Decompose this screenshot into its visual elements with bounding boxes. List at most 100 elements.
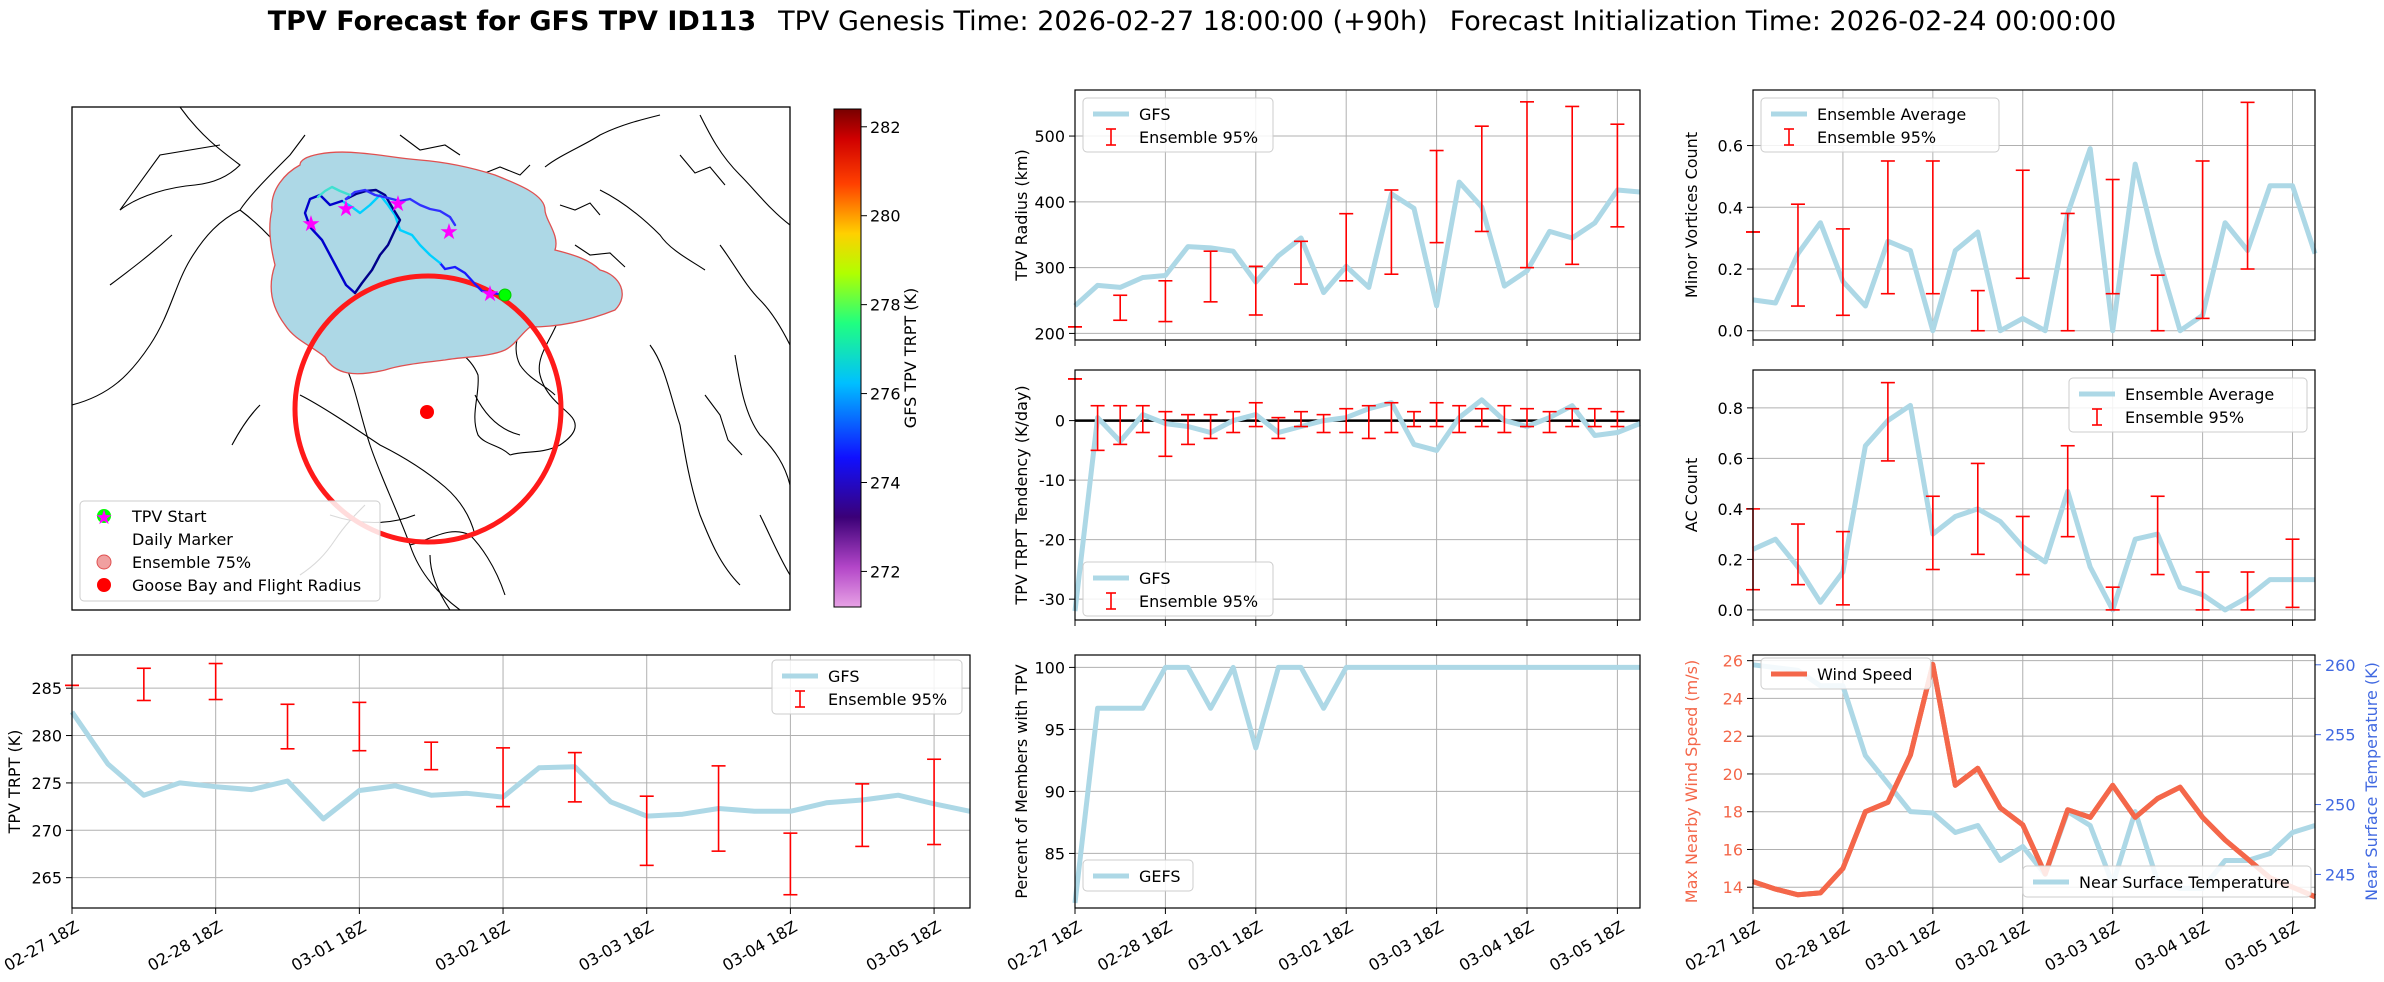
legend-box — [771, 659, 963, 715]
y-tick-label: 280 — [31, 727, 62, 746]
tpv-track — [303, 185, 507, 297]
legend-box — [1082, 859, 1194, 892]
legend-label: GFS — [828, 667, 859, 686]
wind-temperature-chart: 245 250 255 260 Near Surface Temperature (K)… — [1682, 652, 2381, 975]
y-tick-label: 18 — [1723, 803, 1743, 822]
colorbar-tick-label: 282 — [870, 118, 901, 137]
y-tick-label: 0.0 — [1718, 601, 1743, 620]
errorbars — [1068, 378, 1625, 458]
y-tick-right-label: 255 — [2325, 726, 2356, 745]
y-tick-right-label: 250 — [2325, 796, 2356, 815]
x-tick-label: 03-01 18Z — [288, 917, 369, 975]
y-tick-label: 95 — [1045, 720, 1065, 739]
y-tick-label: 400 — [1034, 193, 1065, 212]
x-tick-label: 02-27 18Z — [1682, 917, 1763, 975]
legend-label: Ensemble 95% — [828, 690, 947, 709]
y-tick-label: 26 — [1723, 652, 1743, 671]
figure-title-genesis: TPV Genesis Time: 2026-02-27 18:00:00 (+… — [778, 6, 1428, 37]
y-tick-label: 24 — [1723, 689, 1743, 708]
goose-bay-marker — [420, 405, 434, 419]
figure-title-init: Forecast Initialization Time: 2026-02-24… — [1449, 6, 2117, 37]
legend-tpv-start: TPV Start — [131, 507, 207, 526]
y-tick-label: 285 — [31, 679, 62, 698]
y-tick-label: 90 — [1045, 782, 1065, 801]
x-tick-label: 02-28 18Z — [1772, 917, 1853, 975]
series-line-wind-speed — [1752, 661, 2316, 900]
figure-title-bold: TPV Forecast for GFS TPV ID113 — [267, 6, 757, 37]
x-tick-label: 02-27 18Z — [1, 917, 82, 975]
series-line-surface-temperature — [1752, 662, 2316, 891]
colorbar-label: GFS TPV TRPT (K) — [901, 288, 920, 428]
legend-label: GFS — [1139, 569, 1170, 588]
series-line-gefs — [1072, 664, 1640, 904]
colorbar-ticks: 272 274 276 278 280 282 — [861, 118, 901, 581]
legend: Wind Speed — [1760, 657, 1932, 690]
y-tick-label: -30 — [1039, 590, 1065, 609]
x-tick-label: 03-01 18Z — [1185, 917, 1266, 975]
legend-start-icon — [97, 509, 111, 523]
x-tick-label: 02-28 18Z — [144, 917, 225, 975]
y-tick-label: 265 — [31, 869, 62, 888]
x-tick-label: 02-28 18Z — [1094, 917, 1175, 975]
x-tick-label: 02-27 18Z — [1004, 917, 1085, 975]
colorbar: 272 274 276 278 280 282 GFS TPV TRPT (K) — [833, 108, 920, 608]
y-tick-label: 270 — [31, 821, 62, 840]
legend-box — [2022, 865, 2312, 898]
series-line-ensemble-average — [1751, 402, 2315, 613]
axes-frame — [1752, 654, 2316, 909]
y-tick-label: 275 — [31, 774, 62, 793]
axes-frame — [1074, 369, 1641, 621]
legend: Near Surface Temperature — [2022, 865, 2312, 898]
y-axis-label: Minor Vortices Count — [1682, 132, 1701, 298]
legend-box — [2068, 377, 2308, 433]
y-tick-label: 0.4 — [1718, 500, 1743, 519]
y-tick-label: 20 — [1723, 765, 1743, 784]
colorbar-tick-label: 278 — [870, 296, 901, 315]
y-tick-label: 0.2 — [1718, 550, 1743, 569]
minor-vortices-chart: 0.0 0.2 0.4 0.6 Minor Vortices Count Ensemble… — [1682, 89, 2318, 346]
x-tick-label: 03-03 18Z — [1365, 917, 1446, 975]
figure-title: TPV Forecast for GFS TPV ID113 TPV Genesi… — [0, 6, 2384, 37]
y-tick-label: 500 — [1034, 127, 1065, 146]
x-tick-label: 03-02 18Z — [1951, 917, 2032, 975]
y-tick-right-label: 245 — [2325, 865, 2356, 884]
y-tick-label: 0 — [1055, 412, 1065, 431]
goose-bay-flight-radius — [292, 273, 564, 545]
legend-box — [1760, 657, 1932, 690]
y-tick-label: 22 — [1723, 727, 1743, 746]
axes-frame — [1752, 369, 2316, 621]
colorbar-tick-label: 272 — [870, 562, 901, 581]
legend-label: Ensemble 95% — [1817, 128, 1936, 147]
errorbars — [1068, 101, 1625, 328]
y-axis-label: TPV TRPT (K) — [5, 730, 24, 835]
y-axis-label: Max Nearby Wind Speed (m/s) — [1682, 660, 1701, 903]
y-axis-label: TPV TRPT Tendency (K/day) — [1012, 385, 1031, 605]
legend-ensemble-icon — [96, 554, 112, 570]
y-tick-right-label: 260 — [2325, 656, 2356, 675]
tpv-track-map: ★ ★ ★ ★ ★ ★ TPV Start Daily Marker Ensem… — [71, 106, 920, 611]
x-tick-label: 03-05 18Z — [2221, 917, 2302, 975]
colorbar-tick-label: 280 — [870, 207, 901, 226]
y-tick-label: 16 — [1723, 840, 1743, 859]
series-line-gfs — [69, 710, 971, 822]
svg-text:★: ★ — [439, 220, 459, 245]
x-tick-label: 03-03 18Z — [2041, 917, 2122, 975]
svg-text:★: ★ — [301, 212, 321, 237]
y-tick-label: 0.2 — [1718, 260, 1743, 279]
series-line-gfs — [1073, 179, 1641, 309]
legend-label: Ensemble Average — [2125, 385, 2274, 404]
legend-goose-bay: Goose Bay and Flight Radius — [132, 576, 361, 595]
x-tick-label: 03-02 18Z — [1275, 917, 1356, 975]
errorbars — [65, 662, 942, 896]
daily-markers: ★ ★ ★ ★ ★ — [301, 192, 500, 307]
legend-label: Ensemble 95% — [2125, 408, 2244, 427]
legend: Ensemble Average Ensemble 95% — [2068, 377, 2308, 433]
y-tick-label: -10 — [1039, 471, 1065, 490]
x-tick-label: 03-04 18Z — [1456, 917, 1537, 975]
x-tick-label: 03-04 18Z — [2131, 917, 2212, 975]
legend-box — [1082, 561, 1274, 617]
x-tick-label: 03-01 18Z — [1862, 917, 1943, 975]
x-tick-label: 03-02 18Z — [432, 917, 513, 975]
